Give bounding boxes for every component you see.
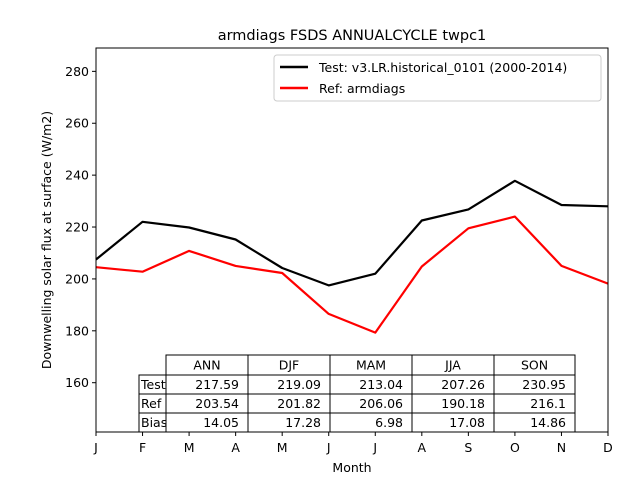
table-cell-value: 206.06 xyxy=(359,396,403,411)
x-tick-label: M xyxy=(184,440,195,455)
x-tick-label: O xyxy=(510,440,520,455)
x-tick-label: J xyxy=(93,440,98,455)
table-cell-value: 14.86 xyxy=(530,415,566,430)
table-cell-value: 201.82 xyxy=(277,396,321,411)
x-tick-label: J xyxy=(326,440,331,455)
table-header-label: DJF xyxy=(279,358,300,373)
table-row-label: Bias xyxy=(141,415,167,430)
legend: Test: v3.LR.historical_0101 (2000-2014) … xyxy=(273,54,602,102)
table-header-label: ANN xyxy=(193,358,220,373)
chart-title: armdiags FSDS ANNUALCYCLE twpc1 xyxy=(218,28,487,44)
x-tick-label: F xyxy=(139,440,146,455)
table-row-label: Test xyxy=(140,377,166,392)
table-cell-value: 6.98 xyxy=(375,415,403,430)
y-tick-label: 200 xyxy=(65,271,89,286)
x-tick-label: S xyxy=(464,440,472,455)
y-tick-label: 260 xyxy=(65,116,89,131)
legend-label-ref: Ref: armdiags xyxy=(319,81,405,96)
table-header-label: MAM xyxy=(356,358,386,373)
y-tick-label: 220 xyxy=(65,220,89,235)
table-header-label: SON xyxy=(521,358,548,373)
table-cell-value: 216.1 xyxy=(530,396,566,411)
table-cell-value: 213.04 xyxy=(359,377,403,392)
table-cell-value: 217.59 xyxy=(195,377,239,392)
x-tick-label: D xyxy=(603,440,613,455)
y-axis-label: Downwelling solar flux at surface (W/m2) xyxy=(39,111,54,369)
y-tick-label: 240 xyxy=(65,168,89,183)
y-tick-label: 180 xyxy=(65,323,89,338)
table-cell-value: 207.26 xyxy=(441,377,485,392)
table-cell-value: 230.95 xyxy=(522,377,566,392)
table-cell-value: 17.08 xyxy=(449,415,485,430)
legend-label-test: Test: v3.LR.historical_0101 (2000-2014) xyxy=(318,60,567,75)
x-tick-label: A xyxy=(231,440,240,455)
x-tick-label: M xyxy=(277,440,288,455)
plot-frame xyxy=(95,47,609,433)
plot-lines xyxy=(95,179,609,334)
x-tick-label: A xyxy=(418,440,427,455)
series-line-test xyxy=(95,179,609,287)
series-line-ref xyxy=(95,215,609,334)
y-tick-label: 280 xyxy=(65,64,89,79)
y-axis: 160 180 200 220 240 260 280 xyxy=(65,64,96,390)
x-tick-label: N xyxy=(557,440,566,455)
y-tick-label: 160 xyxy=(65,375,89,390)
table-row-label: Ref xyxy=(141,396,162,411)
table-header-label: JJA xyxy=(444,358,461,373)
table-cell-value: 14.05 xyxy=(203,415,239,430)
x-tick-label: J xyxy=(372,440,377,455)
table-cell-value: 203.54 xyxy=(195,396,239,411)
stats-table: ANN DJF MAM JJA SON Test 217.59 219.09 213.04 207… xyxy=(138,354,576,433)
table-cell-value: 190.18 xyxy=(441,396,485,411)
x-axis-label: Month xyxy=(332,460,371,475)
legend-box xyxy=(273,54,602,102)
table-cell-value: 219.09 xyxy=(277,377,321,392)
table-cell-value: 17.28 xyxy=(285,415,321,430)
